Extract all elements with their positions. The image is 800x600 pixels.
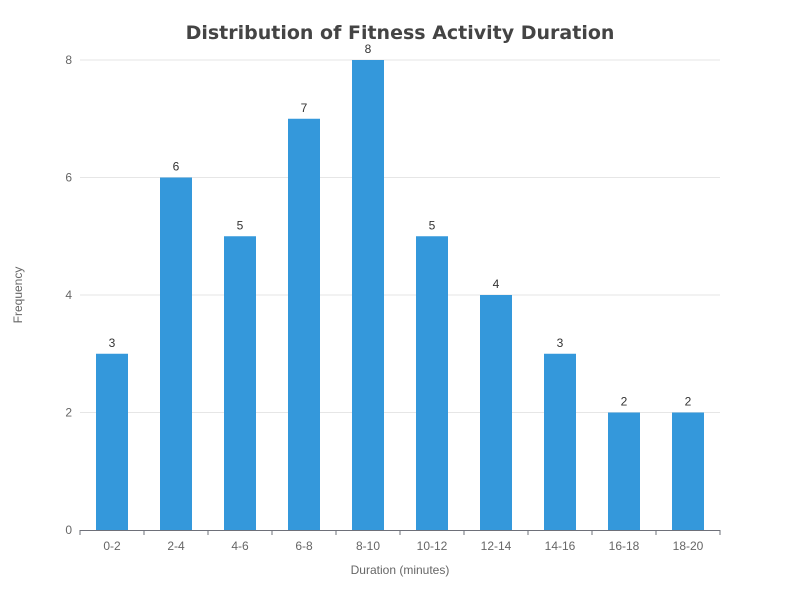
x-tick-label: 16-18: [609, 539, 640, 553]
x-tick-label: 18-20: [673, 539, 704, 553]
y-tick-label: 6: [65, 171, 72, 185]
bar-value-label: 3: [557, 336, 564, 350]
y-axis: 0 2 4 6 8: [65, 53, 72, 537]
bar[interactable]: [352, 60, 384, 530]
y-axis-title: Frequency: [11, 267, 25, 324]
bar[interactable]: [544, 353, 576, 530]
bar[interactable]: [672, 412, 704, 531]
bar-value-label: 7: [301, 101, 308, 115]
bars: [96, 60, 704, 530]
x-axis-title: Duration (minutes): [351, 563, 450, 577]
x-tick-label: 12-14: [481, 539, 512, 553]
bar-value-label: 6: [173, 160, 180, 174]
bar[interactable]: [288, 118, 320, 530]
bar-value-label: 4: [493, 277, 500, 291]
bar[interactable]: [416, 236, 448, 530]
x-tick-label: 14-16: [545, 539, 576, 553]
y-tick-label: 0: [65, 523, 72, 537]
data-labels: 3 6 5 7 8 5 4 3 2 2: [109, 42, 692, 409]
bar[interactable]: [224, 236, 256, 530]
bar-value-label: 2: [621, 395, 628, 409]
bar-value-label: 2: [685, 395, 692, 409]
bar[interactable]: [96, 353, 128, 530]
bar[interactable]: [480, 295, 512, 530]
bar-value-label: 5: [429, 218, 436, 232]
x-tick-label: 6-8: [295, 539, 313, 553]
chart-title: Distribution of Fitness Activity Duratio…: [186, 22, 615, 44]
x-tick-label: 4-6: [231, 539, 249, 553]
bar[interactable]: [608, 412, 640, 531]
bar[interactable]: [160, 177, 192, 531]
x-tick-label: 10-12: [417, 539, 448, 553]
x-axis: 0-2 2-4 4-6 6-8 8-10 10-12 12-14 14-16 16-18 18-2…: [79, 530, 721, 553]
y-tick-label: 2: [65, 406, 72, 420]
x-tick-label: 0-2: [103, 539, 121, 553]
y-tick-label: 8: [65, 53, 72, 67]
y-tick-label: 4: [65, 288, 72, 302]
bar-value-label: 5: [237, 218, 244, 232]
bar-value-label: 8: [365, 42, 372, 56]
x-tick-label: 8-10: [356, 539, 380, 553]
bar-value-label: 3: [109, 336, 116, 350]
x-tick-label: 2-4: [167, 539, 185, 553]
